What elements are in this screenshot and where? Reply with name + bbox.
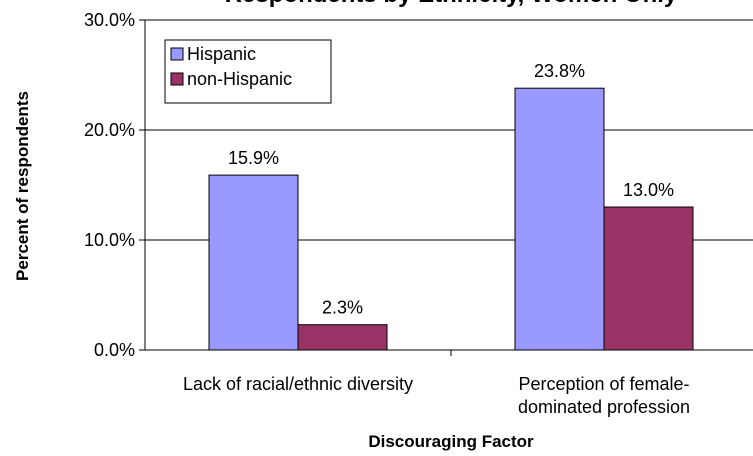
y-tick-labels: 0.0% 10.0% 20.0% 30.0%: [84, 10, 135, 360]
y-tick-label: 30.0%: [84, 10, 135, 30]
legend-box: [164, 39, 332, 104]
y-tick-label: 0.0%: [94, 340, 135, 360]
bar-non-hispanic-1: [603, 206, 694, 351]
x-axis-title: Discouraging Factor: [368, 432, 534, 451]
data-labels: 15.9% 2.3% 23.8% 13.0%: [228, 61, 674, 318]
legend-entry: Hispanic: [187, 44, 256, 64]
y-axis-title: Percent of respondents: [13, 91, 32, 281]
chart-title: Respondents by Ethnicity, Women Only: [225, 0, 678, 8]
category-labels: Lack of racial/ethnic diversity Perceptio…: [183, 374, 690, 417]
bar-non-hispanic-0: [297, 324, 388, 351]
category-label: Lack of racial/ethnic diversity: [183, 374, 413, 394]
data-label: 2.3%: [322, 298, 363, 318]
legend-swatch: [170, 72, 184, 86]
bar-hispanic-0: [208, 174, 299, 351]
category-label: dominated profession: [518, 397, 690, 417]
y-tick-label: 20.0%: [84, 120, 135, 140]
legend: Hispanic non-Hispanic: [164, 39, 332, 104]
axes: [139, 19, 753, 356]
data-label: 13.0%: [623, 180, 674, 200]
legend-entry: non-Hispanic: [187, 69, 292, 89]
data-label: 15.9%: [228, 148, 279, 168]
legend-swatch: [170, 47, 184, 61]
data-label: 23.8%: [534, 61, 585, 81]
y-tick-label: 10.0%: [84, 230, 135, 250]
bars: [208, 87, 694, 351]
bar-hispanic-1: [514, 87, 605, 351]
category-label: Perception of female-: [518, 374, 689, 394]
